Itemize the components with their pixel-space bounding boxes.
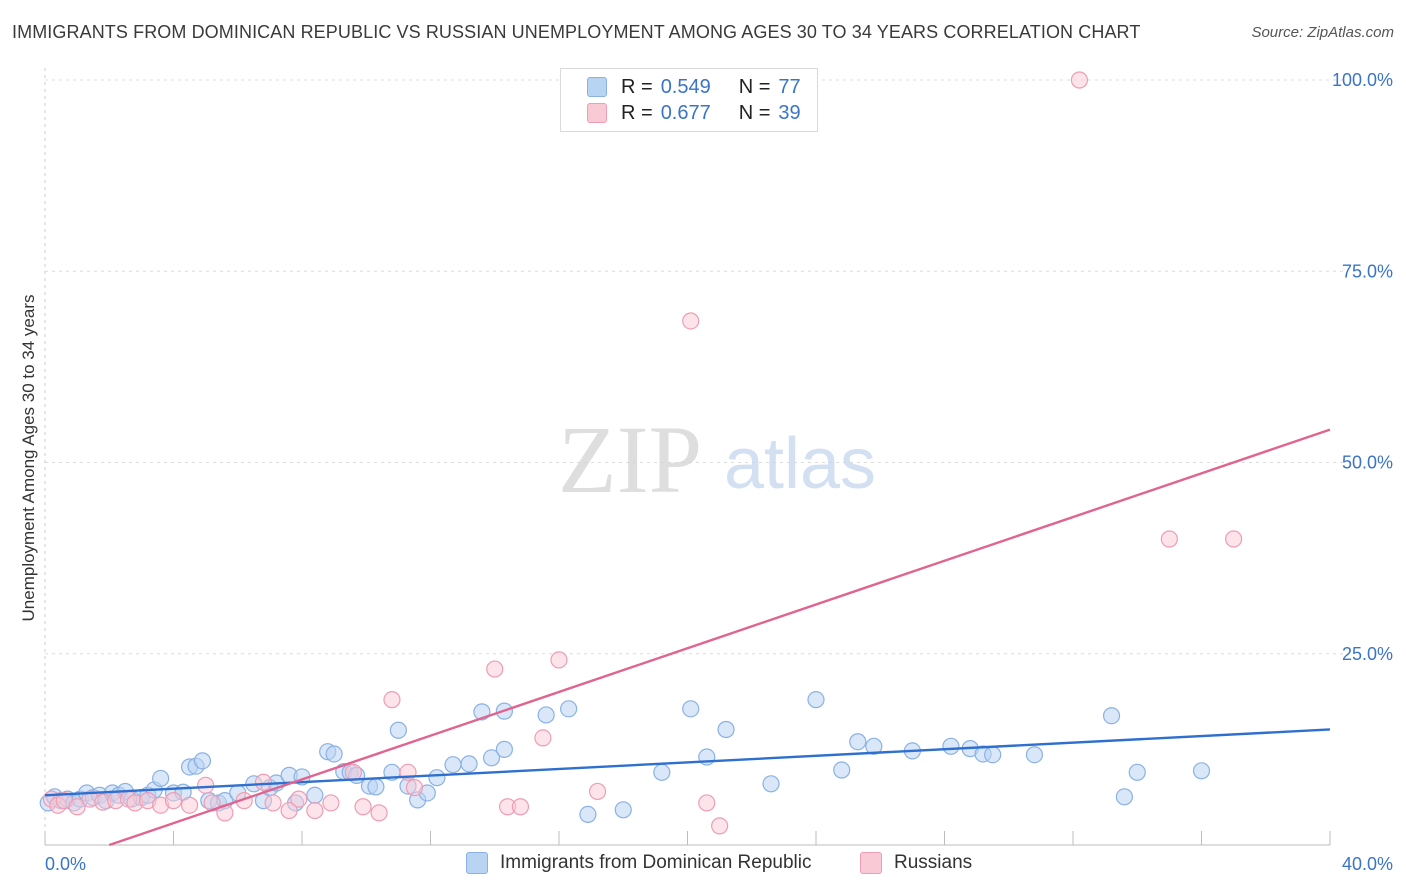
- data-point-dominican: [495, 740, 513, 758]
- data-point-russian: [1225, 530, 1243, 548]
- source-label: Source: ZipAtlas.com: [1251, 24, 1394, 41]
- data-point-russian: [486, 660, 504, 678]
- data-point-dominican: [389, 721, 407, 739]
- data-point-russian: [534, 729, 552, 747]
- data-point-russian: [344, 763, 362, 781]
- data-point-dominican: [682, 700, 700, 718]
- data-point-dominican: [444, 756, 462, 774]
- watermark-atlas: atlas: [724, 424, 876, 504]
- chart-title: IMMIGRANTS FROM DOMINICAN REPUBLIC VS RU…: [12, 22, 1141, 42]
- y-tick-label: 100.0%: [1332, 70, 1393, 90]
- data-point-russian: [682, 312, 700, 330]
- bottom-legend-dominican: Immigrants from Dominican Republic: [466, 852, 812, 874]
- legend-n-label: N =: [738, 101, 771, 124]
- data-point-dominican: [306, 786, 324, 804]
- legend-r-label: R =: [621, 75, 653, 98]
- trend-line-russian: [108, 428, 1331, 847]
- data-point-dominican: [942, 737, 960, 755]
- data-point-russian: [1070, 71, 1089, 89]
- data-point-dominican: [560, 700, 578, 718]
- data-point-dominican: [1128, 763, 1146, 781]
- data-point-russian: [711, 817, 729, 835]
- data-point-dominican: [152, 769, 170, 788]
- data-point-dominican: [460, 755, 478, 773]
- data-point-dominican: [1102, 707, 1121, 725]
- series-russian-points: [42, 71, 1243, 835]
- y-axis-label: Unemployment Among Ages 30 to 34 years: [19, 295, 38, 622]
- bottom-legend-swatch-pink: [860, 852, 882, 874]
- trend-line-dominican: [44, 728, 1331, 797]
- watermark: ZIP atlas: [558, 406, 876, 513]
- data-point-dominican: [762, 775, 780, 793]
- data-point-russian: [290, 790, 308, 808]
- data-point-dominican: [984, 746, 1002, 764]
- data-point-dominican: [653, 763, 671, 781]
- legend-n-label: N =: [738, 75, 771, 98]
- data-point-dominican: [367, 778, 385, 796]
- legend-swatch-pink: [587, 103, 607, 123]
- data-point-dominican: [717, 720, 735, 739]
- data-point-dominican: [807, 691, 825, 709]
- data-point-russian: [68, 798, 86, 816]
- data-point-russian: [550, 651, 568, 669]
- legend-r-value: 0.549: [660, 75, 711, 98]
- data-point-dominican: [1025, 746, 1044, 764]
- data-point-russian: [180, 796, 199, 814]
- bottom-legend-russian: Russians: [860, 852, 972, 874]
- legend-r-value: 0.677: [660, 101, 711, 124]
- data-point-dominican: [193, 752, 212, 770]
- data-point-russian: [322, 794, 340, 812]
- data-point-russian: [306, 801, 324, 820]
- legend-n-value: 77: [778, 75, 801, 98]
- data-point-russian: [354, 798, 372, 816]
- data-point-russian: [370, 804, 388, 822]
- watermark-zip: ZIP: [558, 406, 702, 513]
- data-point-russian: [588, 782, 607, 801]
- tick-labels: 25.0% 50.0% 75.0% 100.0% 0.0% 40.0%: [45, 70, 1393, 874]
- y-tick-label: 50.0%: [1342, 453, 1393, 473]
- correlation-legend: R = 0.549 N = 77 R = 0.677 N = 39: [560, 68, 818, 132]
- data-point-dominican: [537, 706, 555, 724]
- data-point-russian: [383, 691, 401, 709]
- data-point-russian: [164, 792, 183, 810]
- bottom-legend-swatch-blue: [466, 852, 488, 874]
- axes: [44, 68, 1331, 846]
- legend-n-value: 39: [778, 101, 801, 124]
- data-point-dominican: [849, 733, 867, 751]
- y-tick-label: 25.0%: [1342, 644, 1393, 664]
- y-tick-label: 75.0%: [1342, 261, 1393, 281]
- data-point-russian: [264, 794, 282, 812]
- data-point-dominican: [865, 737, 883, 755]
- data-point-russian: [698, 794, 716, 812]
- legend-row-russian: R = 0.677 N = 39: [587, 101, 801, 125]
- data-point-dominican: [482, 749, 501, 767]
- data-point-russian: [254, 773, 273, 791]
- legend-swatch-blue: [587, 77, 607, 97]
- data-point-russian: [280, 801, 298, 820]
- legend-r-label: R =: [621, 101, 653, 124]
- trend-lines: [44, 428, 1331, 847]
- data-point-dominican: [614, 801, 632, 819]
- data-point-dominican: [579, 805, 597, 824]
- bottom-legend-label: Immigrants from Dominican Republic: [500, 852, 812, 873]
- x-tick-label: 0.0%: [45, 854, 86, 874]
- data-point-russian: [405, 779, 424, 797]
- data-point-russian: [1160, 530, 1178, 548]
- data-point-dominican: [428, 769, 446, 787]
- data-point-russian: [511, 798, 530, 816]
- data-point-dominican: [325, 745, 343, 763]
- data-point-dominican: [1192, 762, 1211, 780]
- gridlines: [45, 79, 1345, 655]
- legend-row-dominican: R = 0.549 N = 77: [587, 75, 801, 99]
- data-point-dominican: [1115, 788, 1134, 806]
- x-tick-label: 40.0%: [1342, 854, 1393, 874]
- bottom-legend-label: Russians: [894, 852, 973, 873]
- data-point-russian: [197, 776, 215, 794]
- data-point-dominican: [833, 761, 851, 779]
